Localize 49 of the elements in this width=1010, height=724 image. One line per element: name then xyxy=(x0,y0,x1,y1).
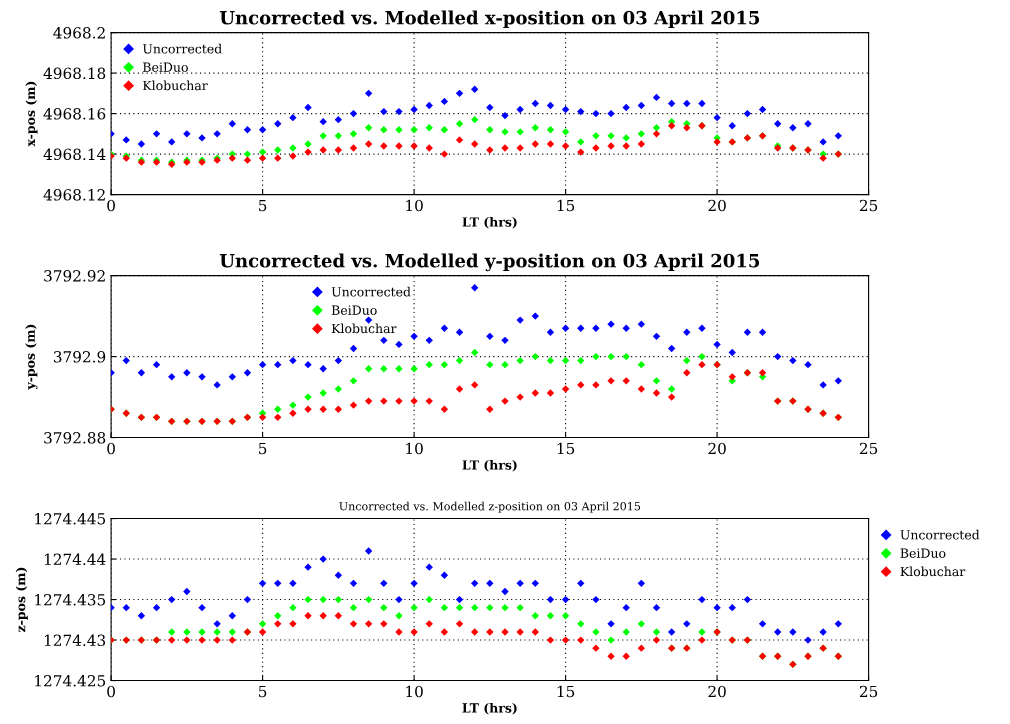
x-axis-title: LT (hrs) xyxy=(462,459,517,472)
x-tick-label: 25 xyxy=(859,442,878,455)
x-tick-label: 5 xyxy=(259,442,267,455)
x-tick-label: 0 xyxy=(107,685,115,698)
x-tick-label: 20 xyxy=(708,199,726,212)
y-tick-label: 4968.18 xyxy=(43,67,106,80)
x-tick-label: 15 xyxy=(557,199,575,212)
x-tick-label: 0 xyxy=(107,199,115,212)
x-tick-label: 10 xyxy=(406,199,423,212)
x-tick-label: 5 xyxy=(259,685,267,698)
legend-label: BeiDuo xyxy=(900,548,946,558)
y-tick-label: 4968.16 xyxy=(43,108,106,120)
x-tick-label: 5 xyxy=(259,199,267,212)
legend-label: Klobuchar xyxy=(331,323,397,334)
chart-title: Uncorrected vs. Modelled z-position on 03 April 2015 xyxy=(339,501,641,513)
y-axis-title: x-pos (m) xyxy=(25,81,38,147)
legend-label: Uncorrected xyxy=(331,286,411,297)
x-tick-label: 20 xyxy=(708,442,726,455)
x-tick-label: 25 xyxy=(859,199,878,212)
y-tick-label: 1274.445 xyxy=(35,513,106,525)
y-tick-label: 3792.88 xyxy=(44,432,106,444)
y-tick-label: 4968.12 xyxy=(43,189,105,201)
legend-label: BeiDuo xyxy=(143,62,188,72)
x-tick-label: 10 xyxy=(406,685,423,698)
y-axis-title: z-pos (m) xyxy=(15,567,28,633)
x-tick-label: 15 xyxy=(557,685,575,698)
x-tick-label: 0 xyxy=(107,442,115,455)
chart-title: Uncorrected vs. Modelled x-position on 03 April 2015 xyxy=(219,10,760,28)
legend-label: Uncorrected xyxy=(900,529,980,540)
y-tick-label: 3792.92 xyxy=(44,270,105,282)
x-tick-label: 10 xyxy=(406,442,423,455)
y-tick-label: 1274.43 xyxy=(44,634,106,647)
y-tick-label: 1274.435 xyxy=(35,594,106,606)
x-tick-label: 25 xyxy=(859,685,878,698)
legend-label: Klobuchar xyxy=(143,80,208,91)
legend-label: Uncorrected xyxy=(142,43,222,54)
y-axis-title: y-pos (m) xyxy=(25,324,38,390)
x-axis-title: LT (hrs) xyxy=(462,702,517,715)
x-axis-title: LT (hrs) xyxy=(462,217,517,229)
x-tick-label: 15 xyxy=(557,442,575,455)
x-tick-label: 20 xyxy=(708,685,726,698)
y-tick-label: 4968.14 xyxy=(43,148,106,161)
y-tick-label: 3792.9 xyxy=(53,351,106,363)
y-tick-label: 4968.2 xyxy=(53,27,105,39)
y-tick-label: 1274.425 xyxy=(35,675,106,687)
legend-label: BeiDuo xyxy=(331,305,377,315)
y-tick-label: 1274.44 xyxy=(44,553,106,566)
legend-label: Klobuchar xyxy=(900,566,966,577)
chart-title: Uncorrected vs. Modelled y-position on 03 April 2015 xyxy=(219,253,760,272)
